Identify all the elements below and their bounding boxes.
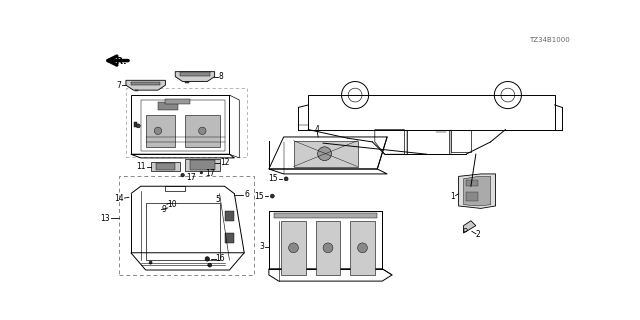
Text: 15: 15 bbox=[254, 192, 264, 201]
Polygon shape bbox=[281, 221, 306, 275]
Circle shape bbox=[208, 263, 212, 267]
Text: FR.: FR. bbox=[110, 57, 127, 66]
Text: 4: 4 bbox=[314, 125, 319, 134]
Text: 15: 15 bbox=[269, 174, 278, 183]
Polygon shape bbox=[134, 122, 138, 127]
Text: 12: 12 bbox=[221, 158, 230, 167]
Text: 1: 1 bbox=[450, 192, 454, 201]
Text: 17: 17 bbox=[205, 169, 214, 179]
Circle shape bbox=[205, 257, 209, 261]
Circle shape bbox=[154, 127, 162, 134]
Circle shape bbox=[289, 243, 298, 253]
Circle shape bbox=[149, 261, 152, 264]
Polygon shape bbox=[156, 163, 175, 170]
Circle shape bbox=[200, 172, 203, 174]
Polygon shape bbox=[316, 221, 340, 275]
Text: 3: 3 bbox=[259, 242, 264, 251]
Polygon shape bbox=[463, 221, 476, 233]
Polygon shape bbox=[131, 82, 161, 85]
Circle shape bbox=[136, 124, 140, 128]
Text: 8: 8 bbox=[218, 72, 223, 81]
Polygon shape bbox=[466, 180, 478, 186]
Polygon shape bbox=[135, 90, 138, 92]
Polygon shape bbox=[185, 82, 189, 83]
Circle shape bbox=[270, 194, 275, 198]
Polygon shape bbox=[466, 192, 478, 201]
Circle shape bbox=[323, 243, 333, 253]
Polygon shape bbox=[165, 99, 190, 104]
Circle shape bbox=[317, 147, 332, 161]
Circle shape bbox=[198, 127, 206, 134]
Text: 6: 6 bbox=[244, 190, 249, 199]
Text: 7: 7 bbox=[116, 81, 121, 90]
Polygon shape bbox=[350, 221, 375, 275]
Text: 10: 10 bbox=[167, 200, 177, 209]
Polygon shape bbox=[225, 211, 234, 221]
Text: TZ34B1000: TZ34B1000 bbox=[529, 37, 570, 43]
Polygon shape bbox=[175, 72, 214, 82]
Text: 13: 13 bbox=[100, 214, 110, 223]
Polygon shape bbox=[146, 115, 175, 147]
Text: 5: 5 bbox=[216, 195, 221, 204]
Polygon shape bbox=[185, 159, 220, 172]
Text: 17: 17 bbox=[186, 173, 196, 182]
Polygon shape bbox=[459, 174, 495, 208]
Polygon shape bbox=[190, 160, 214, 170]
Text: 16: 16 bbox=[216, 254, 225, 263]
Polygon shape bbox=[126, 80, 165, 90]
Polygon shape bbox=[225, 233, 234, 243]
Polygon shape bbox=[463, 176, 491, 206]
Polygon shape bbox=[158, 102, 178, 110]
Bar bbox=[126, 88, 246, 157]
Polygon shape bbox=[274, 213, 378, 218]
Text: 2: 2 bbox=[476, 230, 481, 239]
Polygon shape bbox=[294, 141, 358, 166]
Bar bbox=[118, 176, 254, 275]
Circle shape bbox=[284, 177, 288, 181]
Polygon shape bbox=[180, 72, 210, 76]
Text: 9: 9 bbox=[161, 205, 166, 214]
Polygon shape bbox=[150, 162, 180, 172]
Circle shape bbox=[181, 173, 184, 177]
Text: 14: 14 bbox=[114, 194, 124, 203]
Circle shape bbox=[358, 243, 367, 253]
Text: 11: 11 bbox=[136, 162, 146, 171]
Polygon shape bbox=[185, 115, 220, 147]
